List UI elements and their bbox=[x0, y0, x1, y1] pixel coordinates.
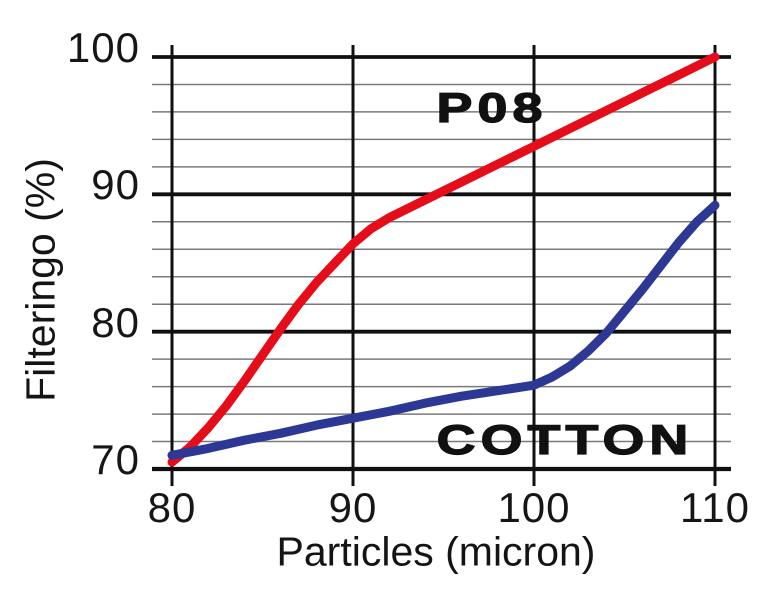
series-line-cotton bbox=[167, 200, 720, 460]
x-tick-label-90: 90 bbox=[328, 484, 378, 531]
series-label-cotton: COTTON bbox=[436, 415, 694, 463]
y-tick-label-80: 80 bbox=[91, 298, 140, 346]
series-label-p08: P08 bbox=[436, 83, 548, 131]
y-tick-label-100: 100 bbox=[66, 24, 140, 71]
x-axis-title: Particles (micron) bbox=[276, 528, 596, 575]
y-tick-label-70: 70 bbox=[91, 436, 140, 483]
y-tick-label-90: 90 bbox=[91, 161, 140, 209]
x-tick-label-110: 110 bbox=[680, 484, 750, 531]
x-tick-label-80: 80 bbox=[147, 484, 197, 531]
x-tick-label-100: 100 bbox=[497, 484, 571, 531]
series-line-p08 bbox=[167, 52, 720, 467]
